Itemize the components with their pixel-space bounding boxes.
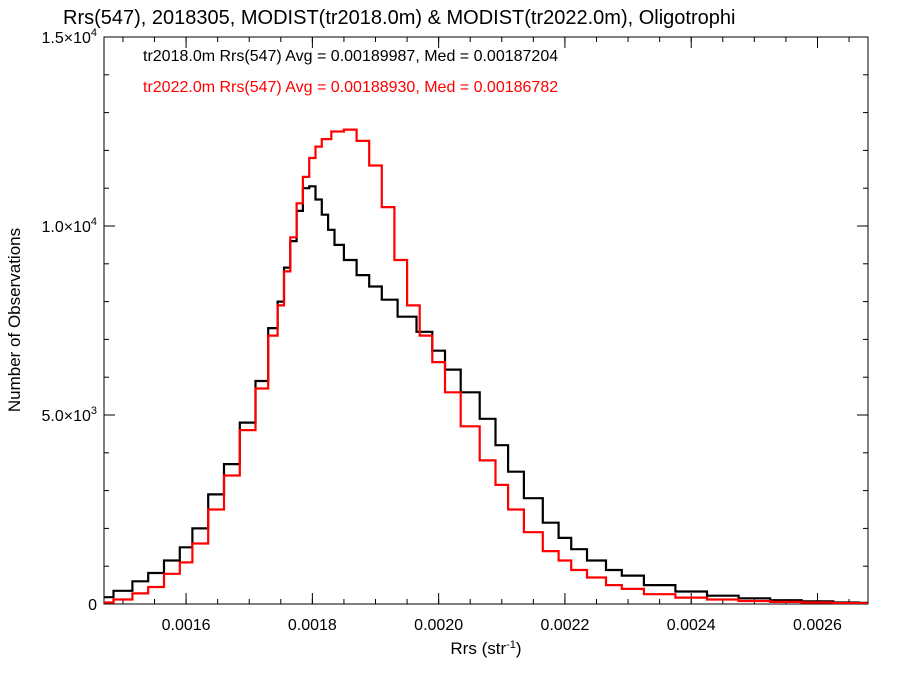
x-axis-label-superscript: -1 [506, 639, 516, 651]
y-tick-label-base: 5.0×10 [41, 408, 90, 425]
x-tick-label: 0.0024 [667, 617, 716, 634]
chart-title: Rrs(547), 2018305, MODIST(tr2018.0m) & M… [63, 7, 735, 29]
y-tick-label: 5.0×103 [41, 405, 97, 425]
x-tick-label: 0.0020 [414, 617, 463, 634]
plot-area: 0.0016 0.0018 0.0020 0.0022 0.0024 0.0026 0 5.0… [41, 27, 869, 634]
x-tick-label: 0.0018 [288, 617, 337, 634]
y-tick-label: 1.0×104 [41, 216, 97, 236]
y-tick-label-base: 0 [88, 597, 97, 614]
x-axis-label: Rrs (str-1) [450, 639, 521, 658]
x-tick-label: 0.0016 [162, 617, 211, 634]
annotation-series-1: tr2018.0m Rrs(547) Avg = 0.00189987, Med… [143, 48, 558, 65]
y-tick-label: 1.5×104 [41, 27, 97, 47]
annotation-series-2: tr2022.0m Rrs(547) Avg = 0.00188930, Med… [143, 79, 558, 96]
x-tick-label: 0.0026 [793, 617, 842, 634]
x-axis-label-close: ) [516, 639, 522, 658]
x-axis-label-text: Rrs (str [450, 639, 506, 658]
x-tick-label: 0.0022 [540, 617, 589, 634]
y-tick-label-base: 1.5×10 [41, 30, 90, 47]
plot-frame [103, 36, 869, 605]
y-axis-label: Number of Observations [5, 228, 24, 412]
y-tick-label: 0 [88, 597, 97, 614]
y-tick-label-exponent: 4 [91, 216, 97, 228]
histogram-series-1 [104, 185, 868, 604]
y-tick-label-base: 1.0×10 [41, 219, 90, 236]
histogram-series-2 [104, 128, 868, 604]
y-tick-label-exponent: 3 [91, 405, 97, 417]
y-tick-label-exponent: 4 [91, 27, 97, 39]
